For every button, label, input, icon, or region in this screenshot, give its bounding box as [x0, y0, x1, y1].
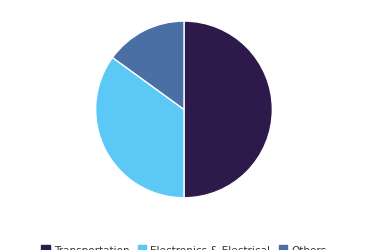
- Wedge shape: [184, 22, 272, 198]
- Wedge shape: [113, 22, 184, 110]
- Legend: Transportation, Electronics & Electrical, Others: Transportation, Electronics & Electrical…: [39, 243, 329, 250]
- Wedge shape: [96, 58, 184, 198]
